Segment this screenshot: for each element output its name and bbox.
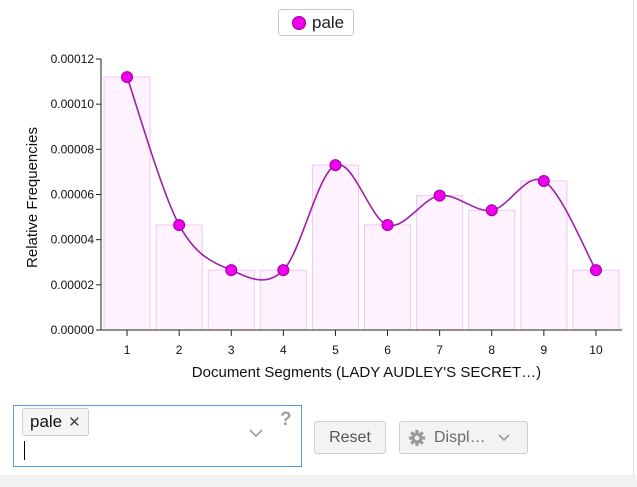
bar	[207, 269, 255, 331]
bar	[155, 224, 203, 331]
bar	[416, 195, 464, 331]
legend-marker-icon	[292, 15, 306, 30]
data-point	[485, 204, 498, 217]
panel-border	[633, 0, 634, 475]
bottom-strip	[0, 475, 637, 487]
x-tick-label: 6	[384, 343, 391, 357]
y-tick-label: 0.00012	[51, 52, 95, 66]
y-tick-label: 0.00006	[51, 188, 95, 202]
x-tick-label: 1	[124, 343, 131, 357]
x-tick-label: 2	[176, 343, 183, 357]
data-point	[381, 218, 394, 231]
point-layer	[121, 71, 602, 277]
bar	[103, 76, 151, 331]
y-axis-title: Relative Frequencies	[24, 127, 41, 268]
chevron-down-icon[interactable]	[249, 428, 263, 438]
x-tick-label: 5	[332, 343, 339, 357]
data-point	[537, 174, 550, 187]
reset-button[interactable]: Reset	[314, 421, 386, 454]
search-term-tag[interactable]: pale ✕	[22, 408, 89, 436]
bar	[572, 269, 620, 331]
display-options-button[interactable]: Displ…	[399, 421, 528, 454]
chart-legend[interactable]: pale	[278, 9, 355, 36]
y-tick-label: 0.00004	[51, 233, 95, 247]
text-cursor	[24, 441, 25, 460]
data-point	[173, 218, 186, 231]
data-point	[277, 264, 290, 277]
display-button-label: Displ…	[434, 428, 486, 446]
bar-layer	[103, 76, 620, 331]
data-point	[329, 159, 342, 172]
y-tick-label: 0.00002	[51, 278, 95, 292]
y-tick-label: 0.00000	[51, 323, 95, 337]
bar	[468, 209, 516, 331]
data-point	[225, 264, 238, 277]
remove-term-icon[interactable]: ✕	[68, 414, 81, 431]
search-term-label: pale	[30, 412, 63, 431]
chevron-down-icon	[497, 433, 510, 441]
trend-line	[126, 76, 597, 281]
legend-label: pale	[312, 12, 345, 32]
bar	[520, 180, 568, 331]
x-tick-label: 4	[280, 343, 287, 357]
data-point	[589, 264, 602, 277]
y-tick-label: 0.00010	[51, 97, 95, 111]
data-point	[433, 189, 446, 202]
tick-layer: 0.00000 0.00002 0.00004 0.00006 0.00008 0.000…	[51, 52, 603, 357]
bar	[364, 224, 412, 331]
x-tick-label: 9	[541, 343, 548, 357]
x-tick-label: 10	[589, 343, 603, 357]
x-axis-title: Document Segments (LADY AUDLEY'S SECRET……	[192, 364, 541, 381]
chart-area: 0.00000 0.00002 0.00004 0.00006 0.00008 0.000…	[24, 52, 622, 381]
y-tick-label: 0.00008	[51, 142, 95, 156]
gear-icon	[408, 429, 426, 446]
help-icon[interactable]: ?	[280, 409, 292, 430]
x-tick-label: 7	[436, 343, 443, 357]
term-search-input[interactable]: pale ✕ ?	[13, 405, 302, 467]
x-tick-label: 8	[488, 343, 495, 357]
x-tick-label: 3	[228, 343, 235, 357]
data-point	[121, 71, 134, 84]
